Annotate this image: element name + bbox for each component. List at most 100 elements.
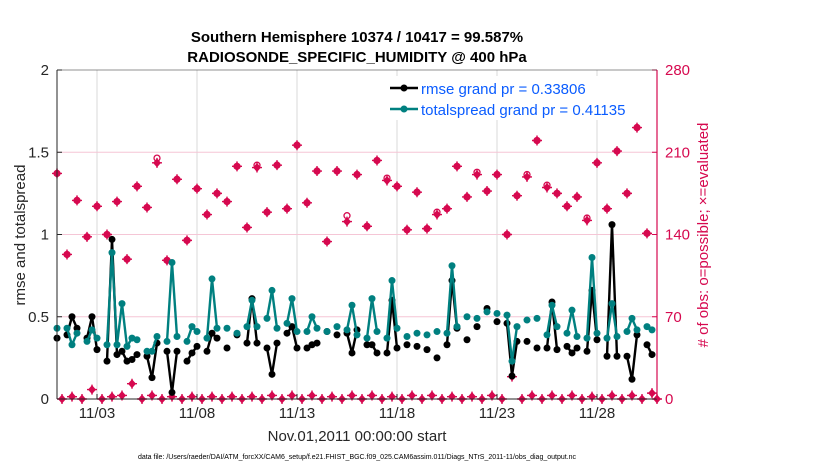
grid <box>57 70 657 399</box>
evaluated-obs-marker <box>382 175 392 186</box>
totalspread-point <box>148 347 156 355</box>
totalspread-point <box>168 258 176 266</box>
x-axis-label: Nov.01,2011 00:00:00 start <box>268 428 448 445</box>
evaluated-obs-marker <box>192 183 202 194</box>
totalspread-point <box>493 309 501 317</box>
totalspread-segment <box>450 265 459 327</box>
y2-tick-label: 70 <box>665 309 682 326</box>
evaluated-obs-marker <box>492 169 502 180</box>
rmse-point <box>183 357 191 365</box>
evaluated-marker-cross <box>552 188 562 199</box>
totalspread-point <box>233 329 241 337</box>
totalspread-segment <box>120 303 129 347</box>
evaluated-obs-marker <box>352 169 362 180</box>
evaluated-marker-cross <box>462 191 472 202</box>
totalspread-point <box>443 329 451 337</box>
evaluated-obs-marker <box>152 157 162 168</box>
evaluated-obs-marker <box>472 169 482 180</box>
rmse-point <box>103 357 111 365</box>
evaluated-marker-cross <box>342 216 352 227</box>
rmse-point <box>623 352 631 360</box>
rmse-point <box>93 346 101 354</box>
totalspread-point <box>183 337 191 345</box>
rmse-point <box>533 344 541 352</box>
rmse-point <box>268 370 276 378</box>
evaluated-obs-marker <box>552 188 562 199</box>
rmse-point <box>108 235 116 243</box>
totalspread-point <box>348 301 356 309</box>
evaluated-obs-marker <box>612 146 622 157</box>
rmse-point <box>643 341 651 349</box>
evaluated-obs-marker <box>562 201 572 212</box>
evaluated-obs-marker <box>292 140 302 151</box>
evaluated-obs-marker <box>572 191 582 202</box>
evaluated-obs-marker <box>312 166 322 177</box>
evaluated-obs-marker-12z <box>487 390 497 401</box>
rmse-point <box>223 344 231 352</box>
rmse-point <box>413 342 421 350</box>
totalspread-segment <box>370 298 379 332</box>
totalspread-point <box>63 324 71 332</box>
evaluated-obs-marker <box>102 229 112 240</box>
totalspread-point <box>568 306 576 314</box>
totalspread-point <box>163 337 171 345</box>
totalspread-point <box>453 323 461 331</box>
evaluated-marker-cross <box>492 169 502 180</box>
evaluated-obs-marker <box>452 161 462 172</box>
totalspread-point <box>118 300 126 308</box>
evaluated-marker-cross <box>592 157 602 168</box>
evaluated-obs-marker-12z <box>467 391 477 402</box>
totalspread-segment <box>590 257 599 334</box>
evaluated-obs-marker-12z <box>67 391 77 402</box>
evaluated-marker-cross <box>632 122 642 133</box>
totalspread-point <box>353 331 361 339</box>
evaluated-marker-cross <box>362 221 372 232</box>
x-tick-label: 11/18 <box>379 405 415 422</box>
totalspread-segment <box>545 305 554 336</box>
evaluated-obs-marker <box>422 223 432 234</box>
evaluated-marker-cross <box>387 391 397 402</box>
rmse-point <box>648 351 656 359</box>
rmse-point <box>208 329 216 337</box>
evaluated-obs-marker <box>112 196 122 207</box>
totalspread-point <box>608 300 616 308</box>
y-axis-label: rmse and totalspread <box>12 165 29 306</box>
totalspread-segment <box>605 303 614 339</box>
evaluated-marker-cross <box>502 229 512 240</box>
evaluated-obs-marker <box>232 161 242 172</box>
totalspread-point <box>313 324 321 332</box>
evaluated-marker-cross <box>522 171 532 182</box>
rmse-segment <box>290 326 299 349</box>
evaluated-marker-cross <box>67 391 77 402</box>
totalspread-point <box>573 332 581 340</box>
rmse-point <box>243 339 251 347</box>
rmse-point <box>403 341 411 349</box>
totalspread-segment <box>565 309 574 334</box>
totalspread-point <box>593 329 601 337</box>
totalspread-segment <box>285 298 294 324</box>
x-tick-label: 11/03 <box>79 405 115 422</box>
totalspread-point <box>293 328 301 336</box>
totalspread-point <box>253 323 261 331</box>
totalspread-point <box>213 324 221 332</box>
totalspread-segment <box>110 252 119 345</box>
evaluated-marker-cross <box>227 391 237 402</box>
rmse-point <box>443 341 451 349</box>
totalspread-point <box>423 331 431 339</box>
totalspread-segment <box>385 280 394 339</box>
totalspread-segment <box>170 262 179 337</box>
rmse-point <box>173 347 181 355</box>
evaluated-marker-cross <box>332 166 342 177</box>
axes: 11/03 11/08 11/13 11/18 11/23 11/280701402102… <box>28 62 690 422</box>
evaluated-obs-marker-12z <box>287 390 297 401</box>
evaluated-obs-marker <box>132 181 142 192</box>
totalspread-point <box>508 357 516 365</box>
totalspread-point <box>68 341 76 349</box>
evaluated-marker-cross <box>102 229 112 240</box>
evaluated-marker-cross <box>202 209 212 220</box>
evaluated-marker-cross <box>212 188 222 199</box>
totalspread-segment <box>115 303 124 345</box>
y-tick-label: 0.5 <box>28 309 49 326</box>
rmse-point <box>373 349 381 357</box>
totalspread-point <box>143 347 151 355</box>
